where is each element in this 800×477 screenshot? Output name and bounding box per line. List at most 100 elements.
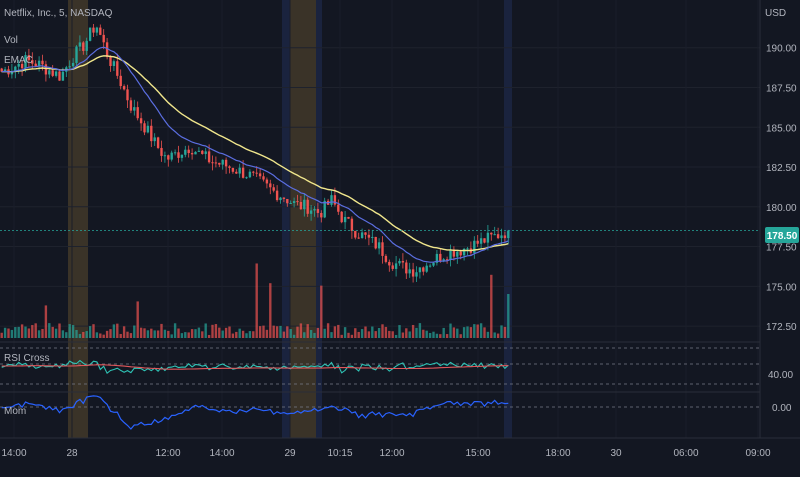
price-tick-label: 175.00 [766,282,797,293]
candle-body [459,251,462,256]
candle-body [391,265,394,269]
volume-bar [170,334,173,338]
candle-body [292,201,296,203]
indicator-emac-label[interactable]: EMAC [4,55,33,66]
volume-bar [58,323,61,338]
candle-body [299,201,303,210]
candle-body [330,195,333,205]
candle-body [303,199,306,210]
candle-body [425,265,428,272]
volume-bar [92,324,95,338]
volume-bar [462,327,466,338]
volume-bar [401,332,405,338]
price-tick-label: 187.50 [766,83,797,94]
volume-bar [333,326,337,338]
volume-bar [371,326,374,338]
time-tick-label: 15:00 [465,448,490,459]
candle-body [340,211,343,223]
candle-body [231,167,235,172]
volume-bar [211,324,214,338]
candle-body [143,123,146,133]
volume-bar [405,328,408,338]
candle-body [435,253,439,263]
mom-pane-label[interactable]: Mom [4,406,26,417]
volume-bar [445,334,449,338]
candle-body [17,63,20,67]
volume-bar [24,326,27,338]
candle-body [306,199,309,214]
candle-body [20,63,24,69]
volume-bar [449,323,452,338]
volume-bar [347,332,350,338]
candle-body [105,42,109,58]
volume-bar [286,326,289,338]
time-tick-label: 14:00 [209,448,234,459]
volume-bar [326,323,330,338]
candle-body [428,265,432,267]
candle-body [279,197,282,201]
candle-body [323,200,326,218]
volume-bar [133,325,136,338]
volume-bar [122,326,126,338]
candle-body [10,71,14,75]
price-axis-ticks[interactable]: 190.00 187.50 185.00 182.50 180.00 177.50 175.… [766,44,797,333]
volume-bar [10,329,14,338]
volume-bar [204,323,207,338]
volume-bar [265,329,269,338]
volume-bar [160,323,163,338]
candle-body [61,71,65,81]
volume-bar [153,330,156,338]
candle-body [483,238,486,243]
volume-bar [51,326,54,338]
time-tick-label: 18:00 [545,448,570,459]
volume-bar [452,327,456,338]
volume-bar [408,331,411,338]
volume-bar [235,331,238,338]
volume-bar [112,324,116,338]
candle-body [99,27,102,35]
candle-body [31,60,34,64]
candle-body [384,255,388,262]
candle-body [37,60,41,67]
volume-bar [224,327,228,338]
candle-body [408,269,411,274]
candle-body [139,118,143,124]
volume-bar [129,333,133,338]
candle-body [445,259,449,261]
volume-bar [0,332,3,338]
volume-bar [343,327,347,338]
volume-bar [75,329,78,338]
candle-body [462,248,466,256]
candle-body [190,153,194,155]
candle-body [258,173,262,177]
candle-body [146,125,150,133]
candle-body [374,236,377,249]
volume-bar [61,330,65,338]
rsi-pane-label[interactable]: RSI Cross [4,353,50,364]
volume-bar [490,274,493,338]
candle-body [122,86,126,90]
candle-body [377,242,381,249]
candle-body [449,249,452,260]
candle-body [245,177,248,179]
volume-bar [48,323,51,338]
rsi-signal-line [1,364,509,370]
volume-bar [14,327,17,338]
volume-bar [34,323,37,338]
volume-bar [214,324,218,338]
candle-body [286,198,289,204]
candle-body [364,232,367,235]
volume-bar [279,325,282,338]
time-axis-ticks[interactable]: 14:00 28 12:00 14:00 29 10:15 12:00 15:00 18:00 3… [1,448,770,459]
candle-body [221,159,224,165]
candle-body [316,209,320,213]
candle-body [282,197,286,199]
indicator-vol-label[interactable]: Vol [4,35,18,46]
candle-body [235,171,238,174]
volume-bar [238,328,241,338]
candle-body [27,55,31,61]
candle-body [343,216,347,223]
